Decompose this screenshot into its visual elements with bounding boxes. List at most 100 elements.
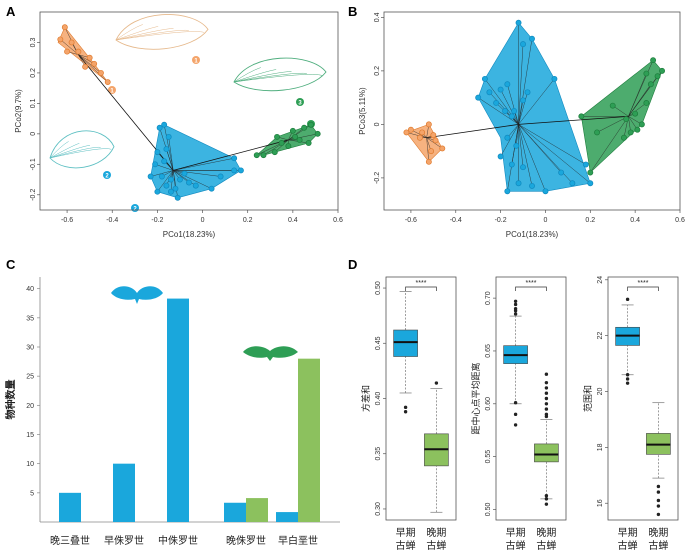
data-point-group-2: [493, 100, 500, 106]
outlier-point: [656, 490, 661, 494]
data-point-group-3: [654, 73, 661, 80]
x-tick-label: 0.6: [675, 217, 685, 224]
data-point-group-2: [558, 169, 565, 176]
data-point-group-3: [650, 57, 657, 64]
group-marker-label: 1: [110, 89, 114, 95]
data-point-group-3: [307, 121, 314, 128]
data-point-group-1: [82, 63, 89, 70]
data-point-group-3: [305, 140, 312, 146]
group-marker: [103, 171, 111, 179]
x-label-line1: 晚期: [536, 527, 556, 539]
wing-outline-group-2: [49, 130, 115, 169]
y-axis-label: 距中心点平均距离: [470, 362, 481, 434]
bar-late: [298, 358, 320, 522]
data-point-group-3: [289, 127, 296, 134]
data-point-group-2: [158, 173, 165, 180]
data-point-group-3: [594, 129, 600, 136]
data-point-group-1: [428, 148, 435, 155]
data-point-group-1: [419, 129, 426, 136]
wing-vein: [115, 24, 143, 41]
data-point-group-2: [486, 89, 493, 96]
significance-label: ****: [526, 280, 537, 287]
tree-branch: [628, 73, 647, 117]
tree-branch: [518, 78, 555, 125]
data-point-group-2: [174, 194, 181, 201]
data-point-group-1: [86, 54, 93, 61]
tree-link: [518, 115, 629, 125]
x-category-label: 晚侏罗世: [226, 535, 266, 547]
y-tick-label: 0: [30, 132, 37, 136]
x-label-line1: 早期: [618, 527, 638, 539]
data-point-group-3: [627, 129, 634, 136]
x-tick-label: -0.4: [106, 217, 118, 224]
data-point-group-2: [181, 170, 188, 177]
tree-branch: [596, 116, 629, 133]
x-tick-label: 0.2: [243, 217, 253, 224]
data-point-group-2: [569, 180, 576, 187]
tree-branch: [507, 84, 519, 125]
data-point-group-2: [520, 97, 526, 104]
wing-vein: [115, 31, 205, 41]
tree-branch: [518, 100, 524, 125]
tree-link: [173, 139, 289, 171]
data-point-group-3: [638, 121, 645, 128]
outlier-point: [544, 407, 549, 411]
x-label-line2: 古蝉: [648, 539, 668, 552]
x-tick-label: 0.4: [630, 217, 640, 224]
data-point-group-2: [529, 182, 535, 189]
data-point-group-1: [61, 24, 68, 31]
wing-vein: [115, 26, 159, 41]
outlier-point: [656, 484, 661, 489]
tree-branch: [78, 54, 102, 74]
y-tick-label: 0.2: [30, 68, 37, 78]
data-point-group-2: [508, 113, 515, 120]
x-label-line1: 早期: [506, 527, 526, 539]
y-tick-label: 0.3: [30, 37, 37, 47]
x-tick-label: 0: [544, 217, 548, 224]
x-label-line2: 古蝉: [536, 539, 556, 552]
y-tick-label: 0.1: [30, 98, 37, 108]
tree-branch: [628, 84, 652, 117]
wing-outline: [233, 57, 327, 92]
data-point-group-1: [425, 121, 432, 128]
tree-branch: [157, 170, 174, 192]
data-point-group-3: [609, 102, 616, 109]
data-point-group-3: [634, 126, 641, 133]
outlier-point: [434, 381, 439, 385]
significance-bracket: [627, 286, 659, 291]
y-tick-label: 35: [26, 315, 34, 322]
bar-early: [167, 298, 189, 522]
tree-branch: [406, 132, 427, 138]
y-tick-label: 22: [597, 332, 604, 340]
data-point-group-3: [271, 149, 278, 156]
wing-vein: [233, 72, 307, 83]
outlier-point: [625, 381, 630, 385]
boxplot-frame: [607, 276, 679, 521]
tree-branch: [288, 124, 312, 141]
y-tick-label: 20: [597, 388, 604, 396]
significance-bracket: [405, 286, 437, 291]
tree-branch: [478, 97, 519, 125]
data-point-group-2: [587, 180, 594, 187]
y-tick-label: 30: [26, 345, 34, 352]
x-tick-label: -0.6: [405, 217, 417, 224]
data-point-group-1: [416, 134, 423, 141]
panel-a-letter: A: [6, 4, 16, 19]
group-marker-label: 3: [298, 101, 302, 107]
x-category-label: 早侏罗世: [104, 535, 144, 547]
tree-branch: [500, 124, 519, 157]
y-tick-label: 20: [26, 403, 34, 410]
data-point-group-2: [524, 89, 531, 96]
data-point-group-2: [152, 161, 159, 168]
outlier-point: [544, 497, 549, 501]
data-point-group-2: [163, 146, 170, 153]
data-point-group-2: [497, 86, 504, 93]
data-point-group-3: [643, 100, 650, 106]
y-tick-label: 10: [26, 461, 34, 468]
panel-d-chart: D 0.300.350.400.450.50方差和早期古蝉晚期古蝉****0.5…: [348, 257, 679, 552]
data-point-group-3: [578, 113, 585, 120]
tree-branch: [60, 39, 79, 55]
data-point-group-3: [587, 169, 594, 176]
wing-vein: [233, 74, 323, 83]
data-point-group-3: [292, 133, 299, 140]
